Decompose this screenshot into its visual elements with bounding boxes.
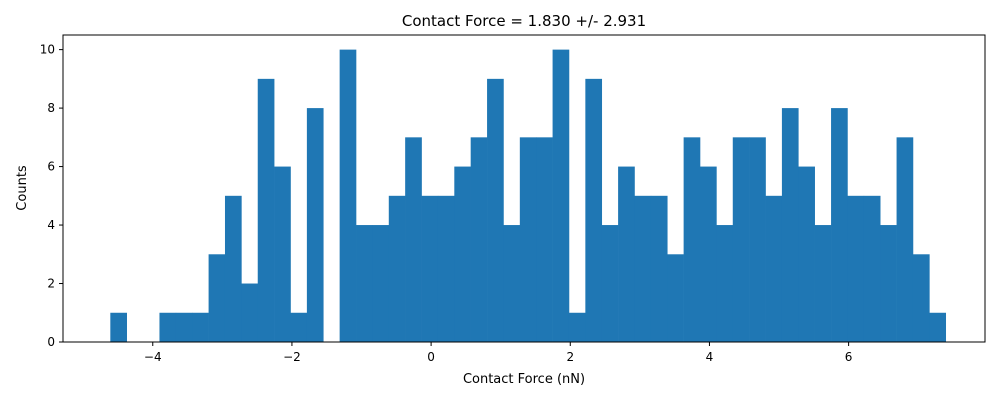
histogram-bar [487,78,504,342]
histogram-bar [732,137,750,342]
histogram-bar [241,283,259,342]
x-axis-label: Contact Force (nN) [463,372,585,387]
histogram-bar [847,195,865,342]
histogram-bar [306,108,324,342]
x-tick-label: 2 [566,350,574,364]
x-tick-label: −2 [283,350,301,364]
histogram-bar [863,195,881,342]
histogram-bar [274,166,291,342]
y-tick-label: 10 [40,43,55,57]
histogram-bar [159,312,177,342]
histogram-bar [880,225,897,342]
y-tick-label: 2 [47,277,55,291]
histogram-bar [929,312,947,342]
histogram-bar [634,195,652,342]
y-tick-label: 4 [47,218,55,232]
histogram-bar [503,225,521,342]
y-tick-label: 0 [47,335,55,349]
histogram-bar [519,137,537,342]
histogram-bar [716,225,734,342]
y-axis-label: Counts [15,165,30,211]
histogram-bar [175,312,193,342]
histogram-bar [470,137,488,342]
y-tick-label: 8 [47,101,55,115]
histogram-bar [814,225,832,342]
histogram-bar [110,312,127,342]
histogram-bar [372,225,390,342]
histogram-bar [437,195,455,342]
histogram-bar [208,254,226,342]
histogram-bar [290,312,308,342]
plot-frame [62,34,986,343]
histogram-bar [896,137,914,342]
histogram-bar [585,78,603,342]
histogram-bar [912,254,930,342]
histogram-bar [421,195,439,342]
histogram-bar [568,312,586,342]
x-tick-label: 0 [427,350,435,364]
x-tick-label: 6 [845,350,853,364]
histogram-bar [650,195,668,342]
histogram-bar [552,49,570,342]
histogram-bar [356,225,373,342]
x-tick-label: 4 [706,350,714,364]
histogram-bar [192,312,209,342]
histogram-bar [224,195,242,342]
histogram-bar [781,108,799,342]
histogram-bar [454,166,471,342]
histogram-bar [601,225,619,342]
chart-title: Contact Force = 1.830 +/- 2.931 [402,12,646,30]
histogram-bar [388,195,406,342]
histogram-bar [831,108,848,342]
histogram-bar [798,166,815,342]
histogram-bar [405,137,422,342]
histogram-bar [749,137,766,342]
histogram-bar [667,254,684,342]
y-axis-ticks: 0 2 4 6 8 10 [40,43,63,349]
histogram-bar [700,166,717,342]
histogram-bar [683,137,701,342]
histogram-bar [536,137,553,342]
histogram-bar [618,166,635,342]
y-tick-label: 6 [47,160,55,174]
x-axis-ticks: −4 −2 0 2 4 6 [144,342,853,364]
histogram-bar [257,78,275,342]
histogram-bar [765,195,783,342]
x-tick-label: −4 [144,350,162,364]
histogram-bars [110,49,947,342]
histogram-bar [339,49,357,342]
